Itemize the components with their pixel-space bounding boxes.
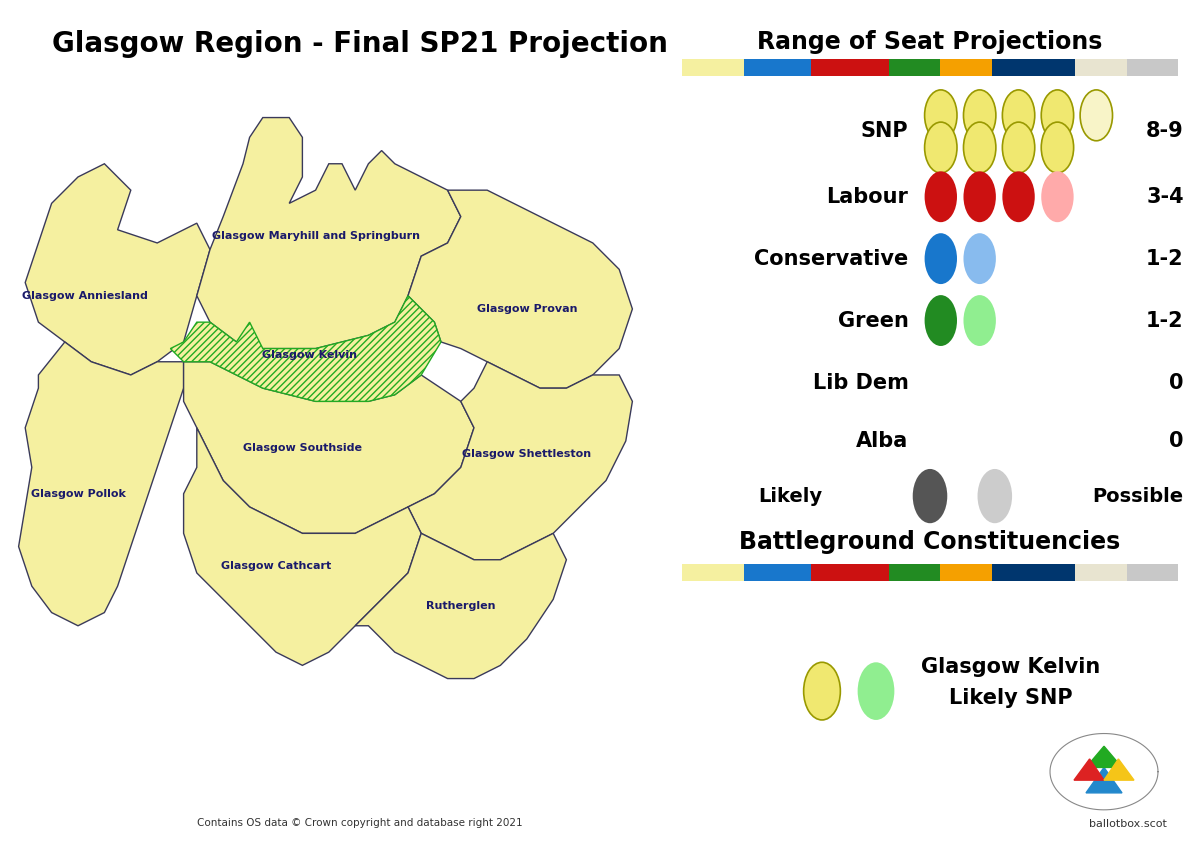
Bar	[992, 59, 1075, 76]
Text: Glasgow Maryhill and Springburn: Glasgow Maryhill and Springburn	[211, 232, 420, 242]
Text: Likely SNP: Likely SNP	[949, 688, 1073, 708]
Polygon shape	[1086, 767, 1122, 793]
Text: Lib Dem: Lib Dem	[812, 373, 908, 393]
Circle shape	[1002, 90, 1034, 141]
Circle shape	[1042, 171, 1074, 222]
Text: Glasgow Kelvin: Glasgow Kelvin	[262, 350, 356, 360]
Polygon shape	[19, 342, 184, 626]
Bar	[1075, 564, 1127, 581]
Text: ballotbox.scot: ballotbox.scot	[1090, 819, 1166, 829]
Polygon shape	[1086, 746, 1122, 767]
Text: Glasgow Kelvin: Glasgow Kelvin	[922, 657, 1100, 678]
Bar	[744, 59, 811, 76]
Circle shape	[964, 295, 996, 346]
Text: Battleground Constituencies: Battleground Constituencies	[739, 530, 1121, 554]
Polygon shape	[1104, 759, 1134, 780]
Circle shape	[1080, 90, 1112, 141]
Circle shape	[964, 171, 996, 222]
Bar	[682, 59, 744, 76]
Text: Glasgow Provan: Glasgow Provan	[476, 304, 577, 314]
Polygon shape	[408, 362, 632, 560]
Text: Glasgow Pollok: Glasgow Pollok	[30, 488, 126, 499]
Text: Alba: Alba	[856, 431, 908, 451]
Bar	[1075, 59, 1127, 76]
Text: Possible: Possible	[1093, 487, 1183, 505]
Polygon shape	[197, 118, 461, 349]
Text: 1-2: 1-2	[1146, 310, 1183, 331]
Bar	[888, 59, 941, 76]
Text: 8-9: 8-9	[1146, 121, 1183, 142]
Text: Glasgow Cathcart: Glasgow Cathcart	[221, 561, 331, 572]
Circle shape	[924, 295, 958, 346]
Text: Likely: Likely	[758, 487, 822, 505]
Circle shape	[964, 122, 996, 173]
Text: Glasgow Anniesland: Glasgow Anniesland	[22, 291, 148, 301]
Polygon shape	[1074, 759, 1104, 780]
Circle shape	[1002, 171, 1034, 222]
Circle shape	[964, 90, 996, 141]
Bar	[941, 59, 992, 76]
Bar	[682, 564, 744, 581]
Text: 1-2: 1-2	[1146, 248, 1183, 269]
Circle shape	[1042, 90, 1074, 141]
Text: Glasgow Southside: Glasgow Southside	[242, 443, 362, 453]
Text: Contains OS data © Crown copyright and database right 2021: Contains OS data © Crown copyright and d…	[197, 817, 523, 828]
Bar	[744, 564, 811, 581]
Circle shape	[924, 171, 958, 222]
Text: 0: 0	[1169, 373, 1183, 393]
Circle shape	[924, 233, 958, 284]
Text: SNP: SNP	[860, 121, 908, 142]
Polygon shape	[184, 362, 474, 533]
Polygon shape	[184, 427, 421, 666]
Text: Green: Green	[838, 310, 908, 331]
Bar	[888, 564, 941, 581]
Circle shape	[924, 90, 958, 141]
Circle shape	[804, 662, 840, 720]
Text: 0: 0	[1169, 431, 1183, 451]
Bar	[992, 564, 1075, 581]
Text: Conservative: Conservative	[754, 248, 908, 269]
Polygon shape	[170, 296, 442, 401]
Bar	[811, 564, 888, 581]
Circle shape	[1042, 122, 1074, 173]
Circle shape	[913, 469, 947, 523]
Text: 3-4: 3-4	[1146, 187, 1183, 207]
Polygon shape	[408, 190, 632, 388]
Text: Range of Seat Projections: Range of Seat Projections	[757, 30, 1103, 53]
Bar	[1127, 564, 1178, 581]
Text: Rutherglen: Rutherglen	[426, 601, 496, 611]
Text: Glasgow Shettleston: Glasgow Shettleston	[462, 449, 592, 459]
Circle shape	[858, 662, 894, 720]
Polygon shape	[355, 533, 566, 678]
Circle shape	[924, 122, 958, 173]
Text: Labour: Labour	[827, 187, 908, 207]
Circle shape	[978, 469, 1012, 523]
Bar	[941, 564, 992, 581]
Circle shape	[964, 233, 996, 284]
Bar	[811, 59, 888, 76]
Polygon shape	[25, 164, 210, 375]
Bar	[1127, 59, 1178, 76]
Circle shape	[1002, 122, 1034, 173]
Text: Glasgow Region - Final SP21 Projection: Glasgow Region - Final SP21 Projection	[52, 30, 668, 58]
